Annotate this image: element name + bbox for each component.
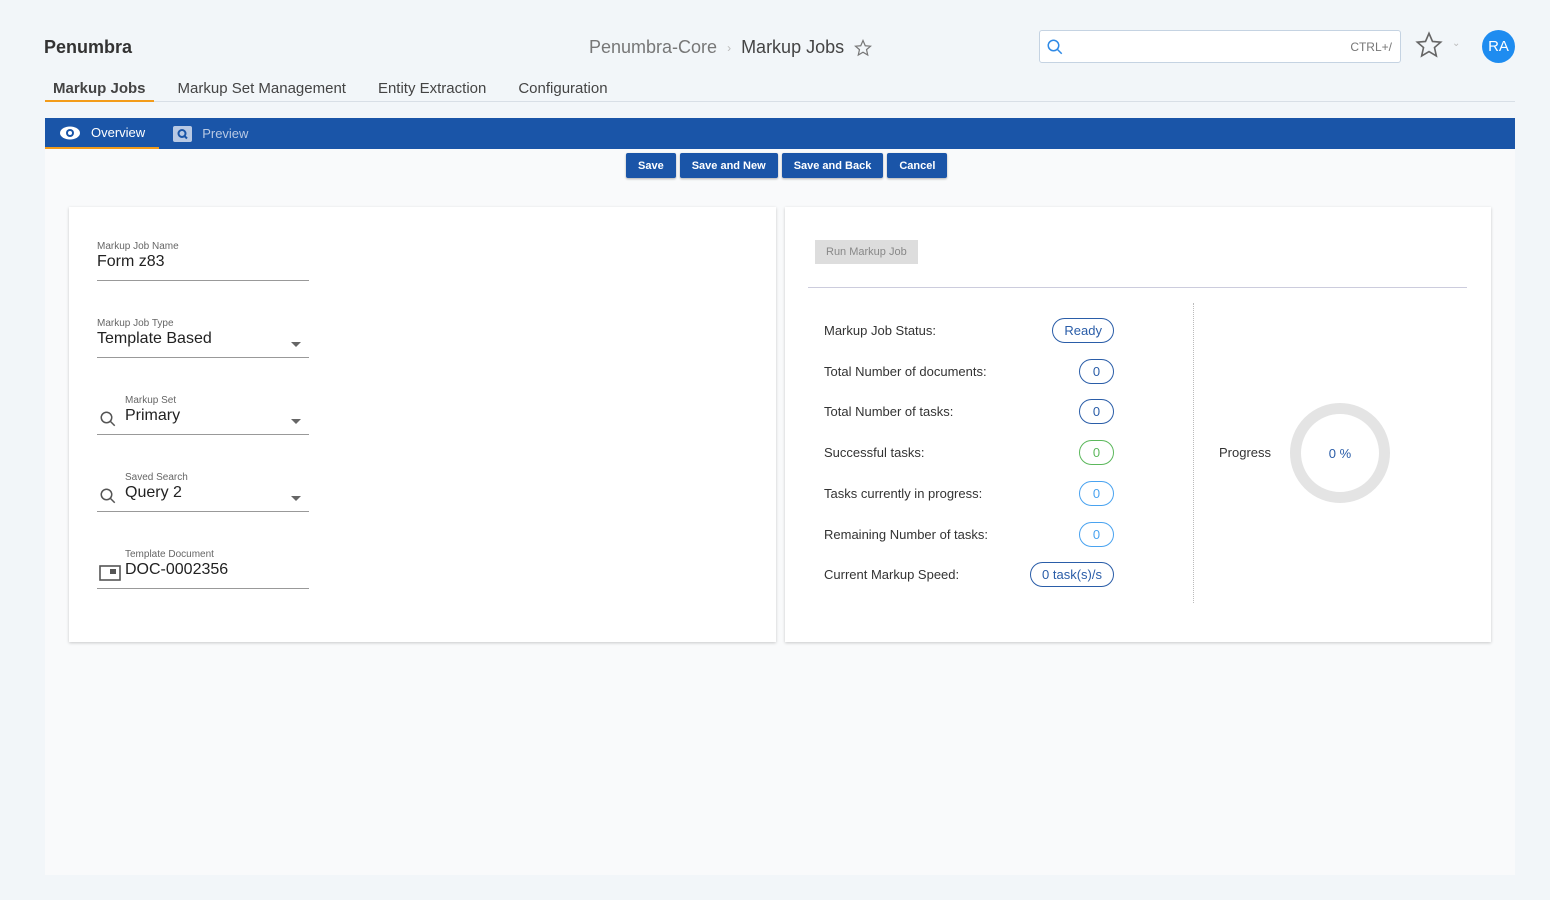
save-and-new-button[interactable]: Save and New [679,153,778,178]
status-label: Remaining Number of tasks: [824,526,989,542]
markup-job-type-select[interactable]: Markup Job Type Template Based [97,318,309,358]
main-tabs: Markup Jobs Markup Set Management Entity… [45,78,1515,102]
breadcrumb: Penumbra-Core › Markup Jobs [589,37,873,58]
status-label: Tasks currently in progress: [824,485,983,501]
dropdown-caret-icon [291,342,301,347]
field-value: Template Based [97,330,212,347]
progress-value: 0 % [1328,445,1352,461]
status-row: Total Number of tasks: 0 [824,399,1114,425]
status-badge: 0 task(s)/s [1030,562,1114,588]
cancel-button[interactable]: Cancel [887,153,948,178]
run-markup-job-button[interactable]: Run Markup Job [815,240,918,264]
status-label: Successful tasks: [824,445,925,461]
subtab-label: Overview [91,125,146,140]
sub-tabs: Overview Preview [45,118,1515,149]
job-form-card: Markup Job Name Form z83 Markup Job Type… [69,207,776,642]
field-label: Saved Search [125,472,188,483]
progress-ring: 0 % [1290,403,1390,503]
toolbar: Save Save and New Save and Back Cancel [626,153,948,178]
eye-icon [60,126,80,139]
status-badge: Ready [1052,318,1114,343]
tab-markup-set-management[interactable]: Markup Set Management [177,80,346,97]
document-icon [99,565,121,581]
status-label: Current Markup Speed: [824,567,960,583]
tab-markup-jobs[interactable]: Markup Jobs [45,78,154,102]
preview-search-icon [173,125,193,142]
status-label: Total Number of documents: [824,363,987,379]
favorites-star-icon[interactable] [1415,31,1443,59]
template-document-field[interactable]: Template Document DOC-0002356 [97,549,309,589]
save-and-back-button[interactable]: Save and Back [781,153,884,178]
field-value: Query 2 [125,484,182,501]
markup-set-select[interactable]: Markup Set Primary [97,395,309,435]
progress-label: Progress [1219,445,1272,460]
field-label: Markup Job Name [97,241,179,252]
tab-configuration[interactable]: Configuration [518,80,608,97]
tab-entity-extraction[interactable]: Entity Extraction [377,80,487,97]
page-title: Markup Jobs [741,37,845,57]
save-button[interactable]: Save [626,153,676,178]
status-row: Markup Job Status: Ready [824,318,1114,343]
status-row: Total Number of documents: 0 [824,358,1114,384]
dropdown-caret-icon [291,496,301,501]
markup-job-name-field[interactable]: Markup Job Name Form z83 [97,241,309,281]
status-badge: 0 [1079,521,1114,547]
dropdown-caret-icon [291,419,301,424]
saved-search-select[interactable]: Saved Search Query 2 [97,472,309,512]
field-label: Markup Job Type [97,318,174,329]
divider [1193,303,1194,603]
chevron-right-icon: › [727,40,732,55]
field-value: Primary [125,407,181,424]
field-value: DOC-0002356 [125,561,229,578]
status-badge: 0 [1079,358,1114,384]
search-icon [100,488,116,504]
avatar[interactable]: RA [1482,30,1515,63]
field-value: Form z83 [97,253,165,270]
status-label: Markup Job Status: [824,323,936,338]
app-brand: Penumbra [44,37,133,57]
status-label: Total Number of tasks: [824,404,954,420]
global-search[interactable]: CTRL+/ [1039,30,1401,63]
field-label: Template Document [125,549,214,560]
subtab-label: Preview [202,126,249,141]
search-icon [100,411,116,427]
status-badge: 0 [1079,399,1114,425]
status-row: Current Markup Speed: 0 task(s)/s [824,562,1114,588]
status-row: Successful tasks: 0 [824,440,1114,466]
status-badge: 0 [1079,480,1114,506]
job-status-card: Run Markup Job Markup Job Status: Ready To… [785,207,1491,642]
chevron-down-icon[interactable]: ⌄ [1452,38,1461,49]
status-row: Remaining Number of tasks: 0 [824,521,1114,547]
divider [808,287,1467,288]
breadcrumb-parent[interactable]: Penumbra-Core [589,37,718,57]
search-shortcut: CTRL+/ [1350,40,1392,54]
status-badge: 0 [1079,440,1114,466]
status-row: Tasks currently in progress: 0 [824,480,1114,506]
search-icon [1047,39,1063,55]
star-icon[interactable] [854,38,873,57]
field-label: Markup Set [125,395,177,406]
subtab-preview[interactable]: Preview [159,118,262,149]
subtab-overview[interactable]: Overview [45,118,160,149]
